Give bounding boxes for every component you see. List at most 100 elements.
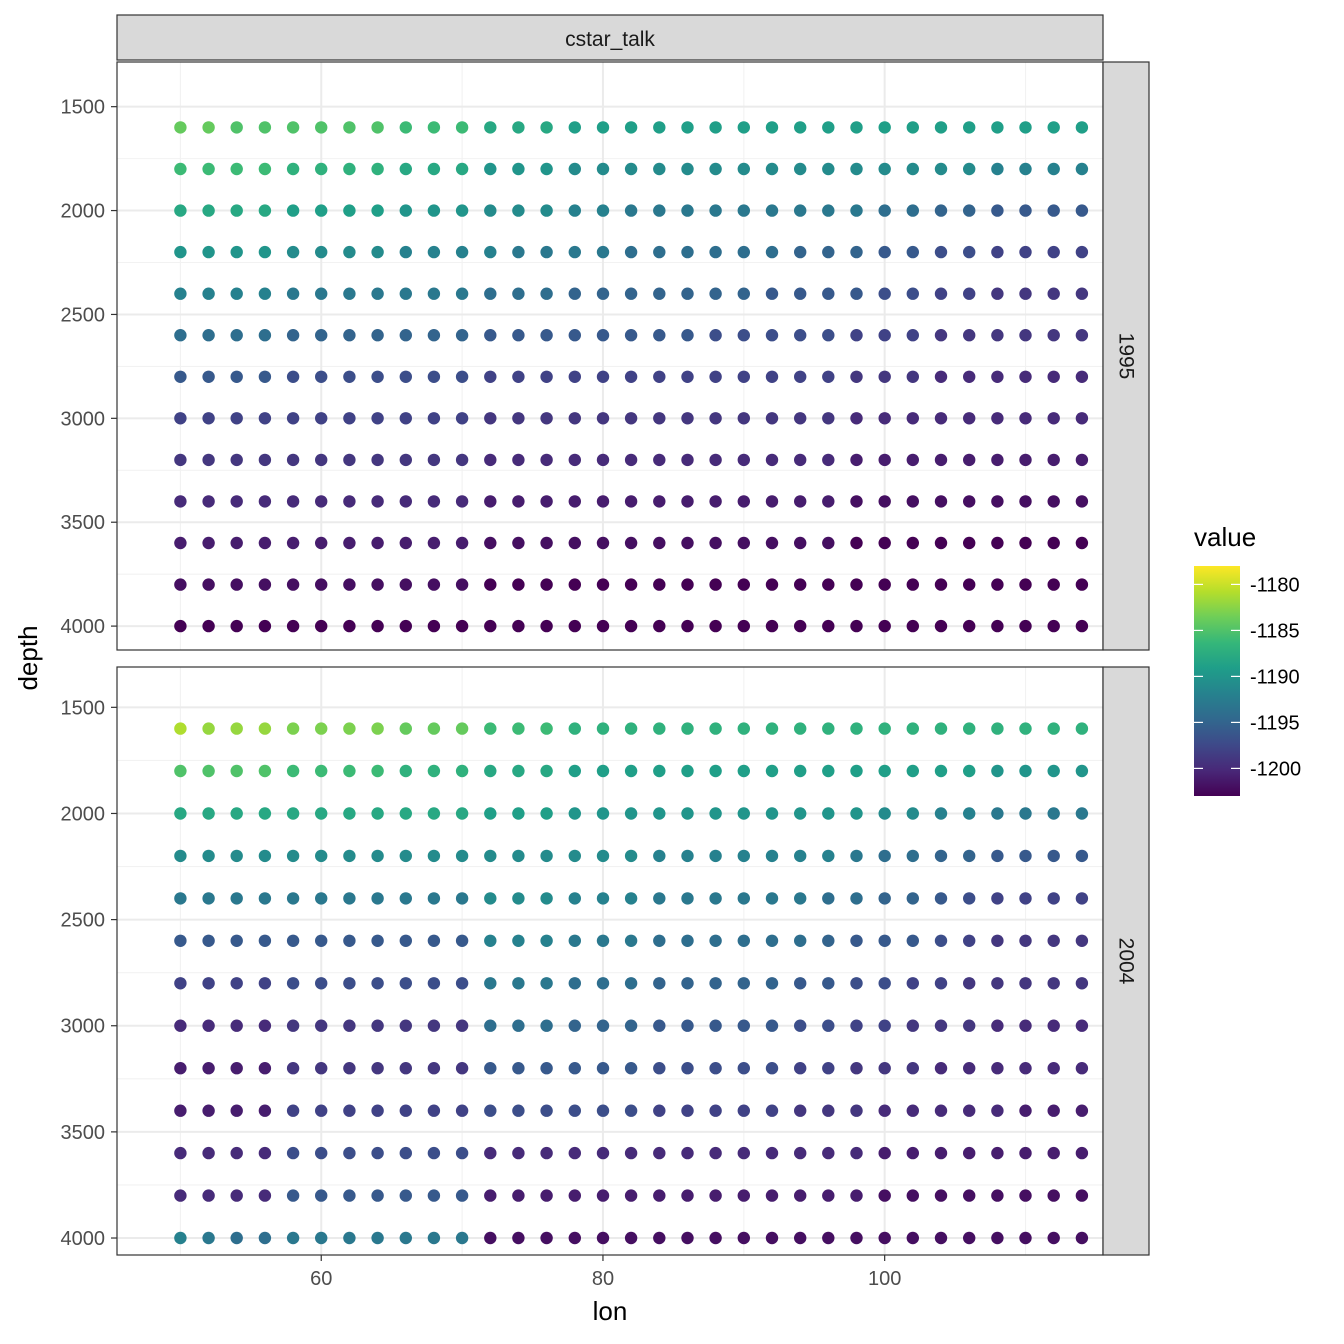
data-point — [371, 619, 384, 633]
data-point — [399, 412, 412, 425]
x-tick-label: 60 — [310, 1268, 332, 1290]
data-point — [822, 1231, 835, 1245]
data-point — [1019, 162, 1032, 176]
data-point — [399, 1104, 412, 1117]
data-point — [850, 1104, 863, 1117]
data-point — [258, 329, 272, 342]
data-point — [512, 977, 525, 990]
data-point — [512, 370, 525, 383]
data-point — [765, 619, 779, 633]
data-point — [850, 764, 863, 778]
data-point — [878, 1019, 891, 1032]
data-point — [343, 287, 356, 300]
data-point — [455, 1146, 469, 1160]
data-point — [653, 495, 666, 508]
y-tick-label: 4000 — [61, 616, 106, 638]
data-point — [709, 1189, 722, 1202]
data-point — [709, 578, 722, 591]
data-point — [596, 934, 610, 947]
data-point — [1019, 892, 1032, 905]
data-point — [822, 1146, 835, 1160]
data-point — [794, 722, 807, 735]
data-point — [624, 1019, 638, 1032]
data-point — [230, 849, 243, 863]
data-point — [512, 1146, 525, 1160]
x-tick-label: 80 — [592, 1268, 614, 1290]
data-point — [794, 162, 807, 176]
data-point — [991, 329, 1004, 342]
y-tick-label: 1500 — [61, 97, 106, 119]
data-point — [653, 536, 666, 550]
data-point — [906, 934, 919, 947]
data-point — [878, 536, 891, 550]
data-point — [202, 121, 215, 134]
data-point — [202, 849, 215, 863]
data-point — [1075, 619, 1089, 633]
data-point — [596, 807, 610, 820]
data-point — [258, 536, 272, 550]
data-point — [540, 204, 553, 217]
data-point — [963, 807, 976, 820]
data-point — [427, 370, 441, 383]
y-tick-label: 2000 — [61, 201, 106, 223]
data-point — [850, 892, 863, 905]
data-point — [822, 807, 835, 820]
data-point — [653, 934, 666, 947]
data-point — [286, 329, 300, 342]
data-point — [371, 722, 384, 735]
data-point — [737, 892, 750, 905]
data-point — [258, 412, 272, 425]
data-point — [174, 722, 187, 735]
data-point — [737, 162, 750, 176]
data-point — [737, 722, 750, 735]
data-point — [455, 1062, 469, 1075]
data-point — [963, 1019, 976, 1032]
data-point — [765, 807, 779, 820]
data-point — [174, 807, 187, 820]
data-point — [427, 536, 441, 550]
data-point — [794, 764, 807, 778]
data-point — [794, 370, 807, 383]
panel-strip-1995-label: 1995 — [1115, 333, 1138, 380]
data-point — [455, 977, 469, 990]
data-point — [371, 329, 384, 342]
data-point — [653, 287, 666, 300]
data-point — [174, 1062, 187, 1075]
data-point — [878, 1146, 891, 1160]
data-point — [1019, 934, 1032, 947]
data-point — [371, 287, 384, 300]
data-point — [540, 245, 553, 259]
data-point — [1019, 287, 1032, 300]
data-point — [596, 764, 610, 778]
data-point — [1047, 287, 1060, 300]
data-point — [427, 807, 441, 820]
data-point — [1019, 1019, 1032, 1032]
data-point — [653, 619, 666, 633]
data-point — [455, 536, 469, 550]
data-point — [681, 849, 694, 863]
data-point — [512, 162, 525, 176]
data-point — [737, 287, 750, 300]
x-tick-label: 100 — [868, 1268, 901, 1290]
data-point — [315, 1104, 328, 1117]
data-point — [624, 495, 638, 508]
data-point — [427, 722, 441, 735]
data-point — [202, 287, 215, 300]
data-point — [934, 578, 948, 591]
data-point — [427, 287, 441, 300]
data-point — [427, 892, 441, 905]
data-point — [258, 1146, 272, 1160]
data-point — [794, 245, 807, 259]
data-point — [568, 453, 581, 467]
data-point — [596, 1062, 610, 1075]
data-point — [624, 1104, 638, 1117]
data-point — [681, 934, 694, 947]
data-point — [202, 764, 215, 778]
data-point — [822, 619, 835, 633]
data-point — [484, 977, 497, 990]
data-point — [878, 722, 891, 735]
data-point — [681, 245, 694, 259]
data-point — [765, 892, 779, 905]
data-point — [963, 722, 976, 735]
data-point — [315, 412, 328, 425]
